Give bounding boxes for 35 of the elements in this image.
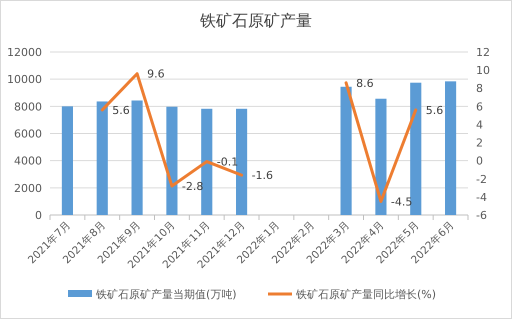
bar [445,81,456,215]
y-tick-label: 4000 [14,154,42,168]
bar [340,86,352,215]
y-tick-label: 0 [35,209,42,222]
y-tick-label: 2000 [14,182,42,195]
y-tick-label: 10000 [7,73,42,86]
y2-tick-label: 8 [476,82,483,96]
bar [132,100,143,215]
data-label: 8.6 [356,76,374,90]
bar [410,82,422,215]
bar [201,108,212,215]
y2-tick-label: -2 [476,172,487,186]
y2-tick-label: -4 [476,190,487,204]
data-label: 5.6 [426,104,444,117]
bar [62,106,73,215]
bar [375,98,386,215]
data-label: 9.6 [147,68,165,81]
bar [236,108,248,215]
data-label: -1.6 [252,169,274,182]
y-tick-label: 12000 [7,46,42,59]
data-label: 5.6 [112,104,130,117]
y2-tick-label: 4 [476,118,483,132]
y2-tick-label: 10 [476,64,490,78]
y2-tick-label: 0 [476,154,483,168]
bar [166,106,178,215]
bar [96,101,108,215]
chart-title: 铁矿石原矿产量 [199,11,312,30]
y2-tick-label: 6 [476,100,483,114]
y-tick-label: 6000 [14,128,42,140]
y-tick-label: 8000 [14,100,42,114]
y2-tick-label: 2 [476,136,483,150]
legend-label: 铁矿石原矿产量同比增长(%) [295,288,436,301]
y2-tick-label: -6 [476,209,487,222]
y2-tick-label: 12 [476,46,490,59]
legend-label: 铁矿石原矿产量当期值(万吨) [95,288,237,301]
